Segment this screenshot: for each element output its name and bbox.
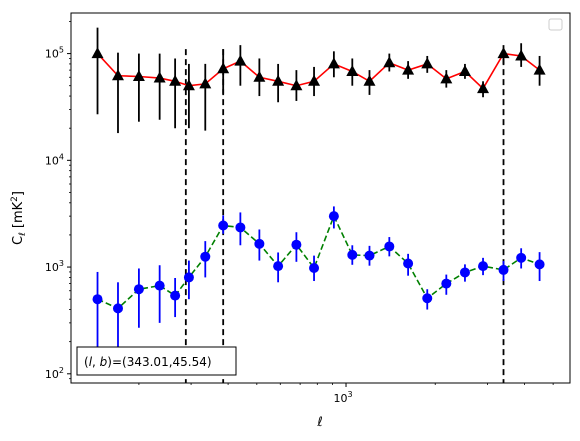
triangle-marker [515,49,528,61]
plot-frame [70,12,571,384]
triangle-marker [111,69,124,81]
circle-marker [291,239,302,250]
triangle-marker [132,69,145,81]
circle-marker [235,222,246,233]
triangle-marker [346,64,359,76]
vertical-lines-layer [184,49,505,383]
circle-marker [328,211,339,222]
circle-marker [498,264,509,275]
circle-marker [183,272,194,283]
x-tick-label: 103 [333,390,352,405]
series-2 [92,206,545,370]
circle-marker [273,261,284,272]
circle-marker [478,261,489,272]
triangle-marker [440,72,453,84]
series-layer [91,27,546,370]
circle-marker [254,238,265,249]
y-tick-label: 103 [45,259,64,274]
triangle-marker [290,79,303,91]
annotation-box: (l, b)=(343.01,45.54) [76,346,237,376]
triangle-marker [327,57,340,69]
circle-marker [92,294,103,305]
circle-marker [422,293,433,304]
triangle-marker [402,63,415,75]
circle-marker [133,284,144,295]
triangle-marker [458,64,471,76]
circle-marker [364,250,375,261]
circle-marker [112,303,123,314]
triangle-marker [477,82,490,94]
y-axis-label: Cℓ [mK2] [10,191,28,245]
legend-box [548,18,563,31]
triangle-marker [533,63,546,75]
circle-marker [154,280,165,291]
x-axis-label: ℓ [316,415,322,430]
circle-marker [309,262,320,273]
circle-marker [516,252,527,263]
triangle-marker [169,74,182,86]
y-tick-label: 104 [45,152,64,167]
triangle-marker [234,54,247,66]
triangle-marker [272,74,285,86]
triangle-marker [308,74,321,86]
triangle-marker [383,56,396,68]
triangle-marker [91,47,104,59]
triangle-marker [153,71,166,83]
triangle-marker [497,47,510,59]
axes-layer: 102 103 104 105 103 [45,21,554,405]
triangle-marker [199,77,212,89]
circle-marker [403,258,414,269]
triangle-marker [217,62,230,74]
triangle-marker [182,79,195,91]
circle-marker [170,290,181,301]
circle-marker [218,220,229,231]
y-tick-label: 102 [45,366,64,381]
triangle-marker [363,74,376,86]
circle-marker [384,241,395,252]
circle-marker [347,249,358,260]
circle-marker [534,259,545,270]
triangle-marker [421,57,434,69]
circle-marker [459,267,470,278]
triangle-marker [253,70,266,82]
circle-marker [200,251,211,262]
annotation-text: (l, b)=(343.01,45.54) [84,355,212,369]
series-1 [91,27,546,134]
circle-marker [441,278,452,289]
y-tick-label: 105 [45,46,64,61]
